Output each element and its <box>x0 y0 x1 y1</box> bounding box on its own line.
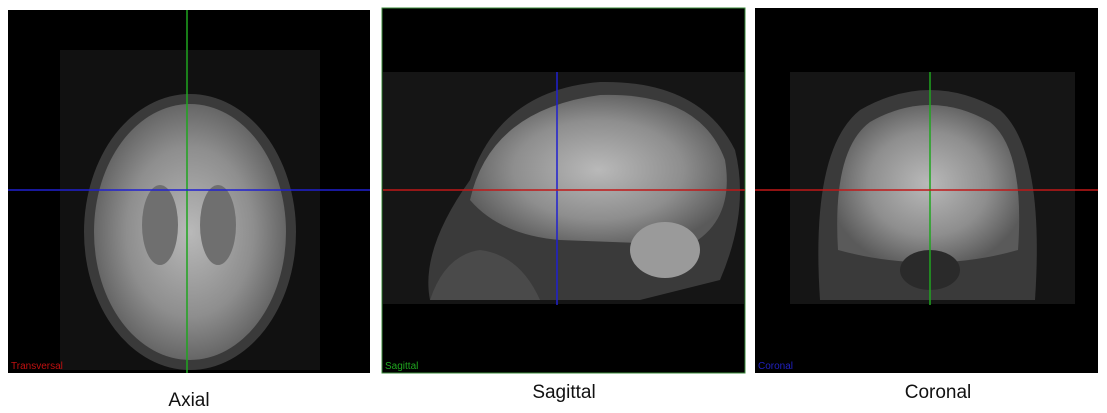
corner-label: Coronal <box>758 361 793 372</box>
ventricle-structure <box>200 185 236 265</box>
brain <box>94 104 286 360</box>
ventricle-structure <box>142 185 178 265</box>
caption: Coronal <box>905 382 972 403</box>
corner-label: Sagittal <box>385 361 418 372</box>
face <box>430 250 540 300</box>
sagittal-panel: Sagittal Sagittal <box>381 7 746 403</box>
brain <box>837 105 1020 263</box>
brain <box>470 94 727 246</box>
coronal-panel: Coronal Coronal <box>755 8 1098 403</box>
caption: Axial <box>168 390 209 411</box>
caption: Sagittal <box>532 382 595 403</box>
corner-label: Transversal <box>11 361 63 372</box>
cerebellum <box>630 222 700 278</box>
axial-panel: Transversal Axial <box>8 10 370 411</box>
